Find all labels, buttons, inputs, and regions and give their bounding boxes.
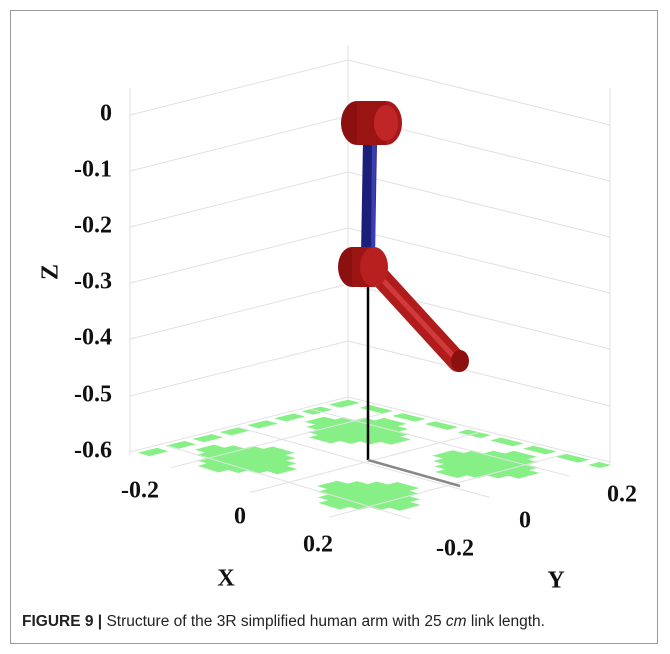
- grid-line: [129, 115, 349, 172]
- z-tick-label: 0: [100, 101, 112, 127]
- grid-line: [347, 340, 611, 407]
- y-axis-label: Y: [547, 568, 564, 594]
- floor-tile: [388, 436, 412, 443]
- elbow-joint-face: [360, 247, 388, 287]
- floor-tile: [533, 448, 556, 455]
- shoulder-joint-face: [374, 105, 398, 141]
- y-tick-label: 0.2: [607, 482, 637, 508]
- floor-tile: [566, 456, 590, 463]
- floor-tile: [338, 399, 359, 406]
- grid-line: [129, 283, 349, 340]
- z-tick-label: -0.2: [74, 213, 112, 239]
- projection-line: [367, 458, 461, 488]
- caption: FIGURE 9 | Structure of the 3R simplifie…: [22, 613, 545, 631]
- floor-tile: [385, 420, 406, 427]
- upper-link: [361, 139, 377, 256]
- upper-link-highlight: [371, 139, 376, 256]
- caption-emphasis: cm: [445, 613, 467, 630]
- forearm-end: [451, 350, 469, 372]
- y-tick-label: -0.2: [436, 536, 474, 562]
- floor-tile: [274, 460, 297, 467]
- arm: [338, 101, 469, 488]
- floor-tile: [273, 454, 296, 461]
- x-tick-label: -0.2: [121, 478, 159, 504]
- grid-line: [347, 171, 611, 238]
- floor-tile: [174, 440, 196, 447]
- caption-text: link length.: [470, 613, 545, 630]
- floor-tile: [398, 501, 421, 509]
- grid-line: [129, 340, 349, 397]
- floor-tile: [502, 440, 523, 447]
- y-tick-label: 0: [519, 508, 531, 534]
- x-axis-label: X: [217, 566, 235, 592]
- floor-tile: [516, 469, 540, 476]
- floor-tile: [404, 415, 425, 422]
- plot: 0 -0.1 -0.2 -0.3 -0.4 -0.5 -0.6 -0.2 0 0.2 0.2 0 -0.…: [38, 45, 637, 594]
- floor-tile: [587, 461, 612, 469]
- floor: [137, 399, 612, 511]
- grid-line: [347, 227, 611, 294]
- floor-tile: [396, 484, 420, 492]
- z-tick-label: -0.4: [74, 325, 112, 351]
- caption-label: FIGURE 9 |: [22, 613, 103, 630]
- grid-line: [129, 171, 349, 228]
- grid-line: [238, 427, 491, 498]
- caption-text: Structure of the 3R simplified human arm…: [106, 613, 442, 630]
- z-tick-label: -0.5: [74, 382, 112, 408]
- z-tick-label: -0.6: [74, 438, 112, 464]
- floor-tile: [283, 413, 305, 420]
- floor-tile: [201, 434, 224, 440]
- grid-line: [347, 396, 611, 463]
- grid-line: [347, 59, 611, 126]
- grid-line: [310, 408, 570, 477]
- figure-frame: [10, 10, 658, 644]
- x-tick-label: 0: [234, 504, 246, 530]
- grid-line: [166, 445, 411, 520]
- tick-labels: 0 -0.1 -0.2 -0.3 -0.4 -0.5 -0.6 -0.2 0 0.2 0.2 0 -0.…: [74, 101, 637, 562]
- z-tick-label: -0.3: [74, 269, 112, 295]
- floor-tile: [272, 449, 295, 456]
- floor-tile: [147, 447, 169, 454]
- grid-line: [129, 227, 349, 284]
- floor-tile: [513, 453, 537, 460]
- grid-line: [129, 59, 349, 116]
- floor-tile: [255, 420, 279, 427]
- floor-tile: [436, 424, 458, 430]
- z-axis-label: Z: [38, 264, 64, 280]
- grid-line: [129, 396, 349, 453]
- grid: [129, 45, 611, 520]
- z-tick-label: -0.1: [74, 157, 112, 183]
- x-tick-label: 0.2: [303, 532, 333, 558]
- floor-tile: [275, 465, 298, 472]
